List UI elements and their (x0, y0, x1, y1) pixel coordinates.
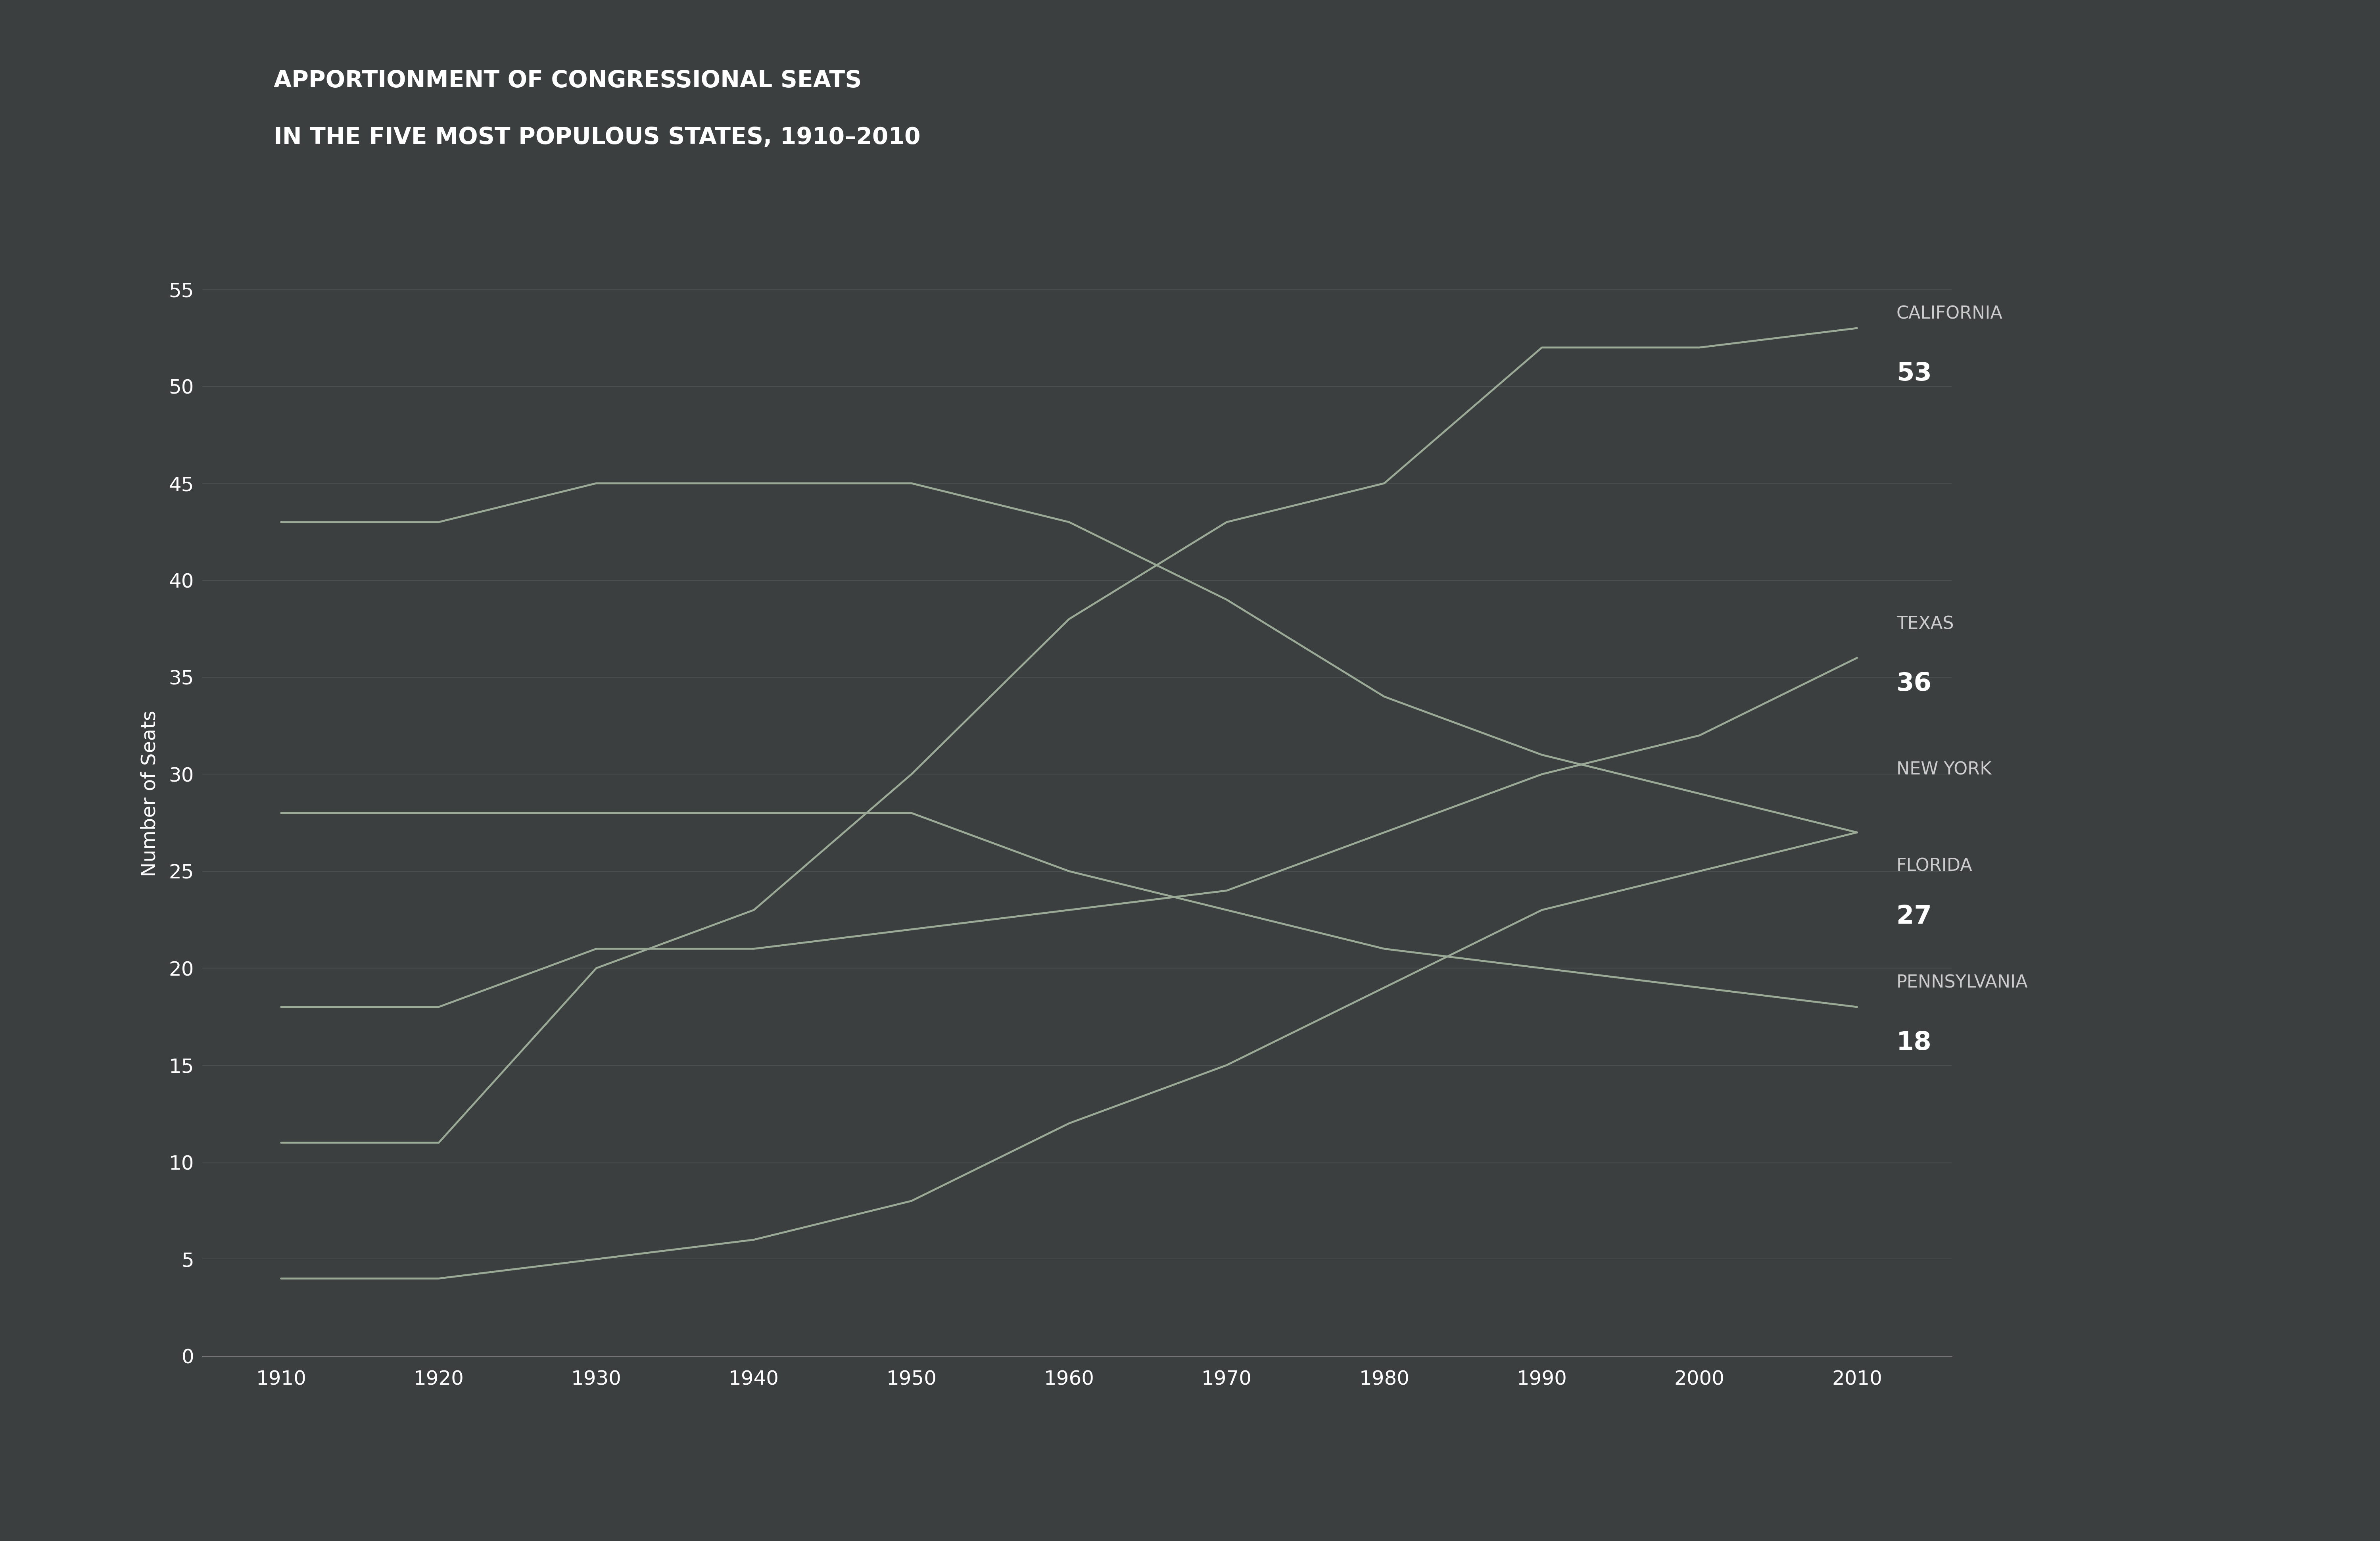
Text: IN THE FIVE MOST POPULOUS STATES, 1910–2010: IN THE FIVE MOST POPULOUS STATES, 1910–2… (274, 126, 921, 149)
Text: NEW YORK: NEW YORK (1897, 761, 1992, 778)
Text: FLORIDA: FLORIDA (1897, 858, 1973, 875)
Text: CALIFORNIA: CALIFORNIA (1897, 305, 2002, 322)
Text: 27: 27 (1897, 905, 1933, 929)
Text: TEXAS: TEXAS (1897, 615, 1954, 633)
Y-axis label: Number of Seats: Number of Seats (140, 710, 159, 877)
Text: PENNSYLVANIA: PENNSYLVANIA (1897, 974, 2028, 991)
Text: 18: 18 (1897, 1031, 1933, 1056)
Text: 36: 36 (1897, 672, 1933, 697)
Text: 53: 53 (1897, 361, 1933, 385)
Text: APPORTIONMENT OF CONGRESSIONAL SEATS: APPORTIONMENT OF CONGRESSIONAL SEATS (274, 69, 862, 92)
